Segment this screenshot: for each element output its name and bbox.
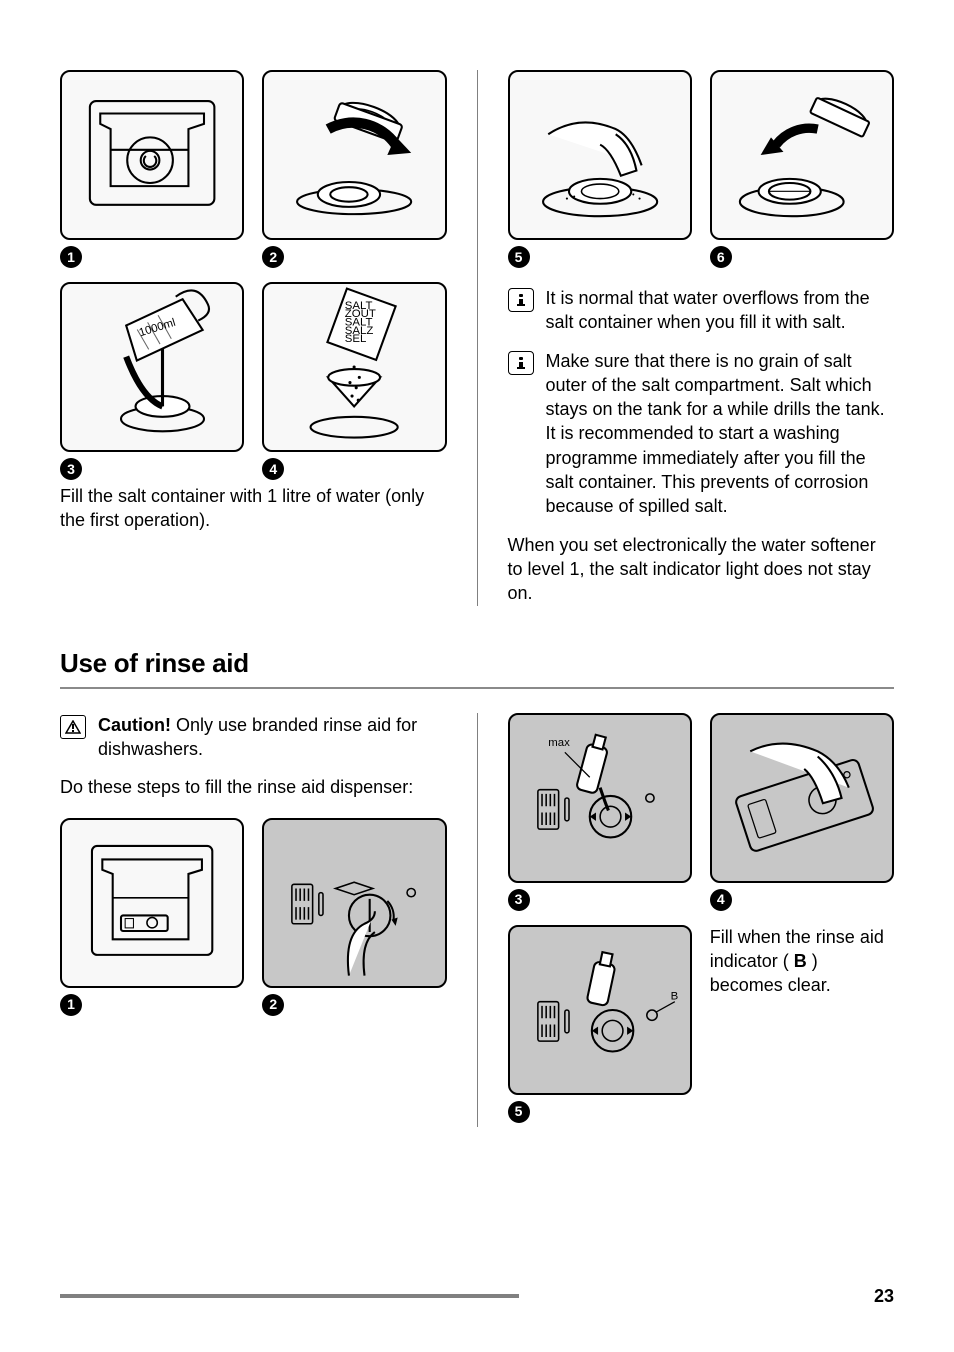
info-note-2: Make sure that there is no grain of salt… <box>508 349 895 519</box>
info-text: Make sure that there is no grain of salt… <box>546 349 895 519</box>
salt-section: 1 <box>60 70 894 606</box>
info-icon <box>508 288 534 312</box>
salt-step-1: 1 <box>60 70 244 268</box>
caution-text: Caution! Only use branded rinse aid for … <box>98 713 447 762</box>
caption-b: B <box>794 951 807 971</box>
diagram-salt-5 <box>508 70 692 240</box>
column-divider <box>477 713 478 1127</box>
max-label: max <box>548 737 570 749</box>
step-badge: 3 <box>60 458 82 480</box>
step-badge: 2 <box>262 994 284 1016</box>
diagram-salt-3: 1000ml <box>60 282 244 452</box>
salt-left-caption: Fill the salt container with 1 litre of … <box>60 484 447 533</box>
column-divider <box>477 70 478 606</box>
footer-bar <box>60 1294 519 1298</box>
step-badge: 1 <box>60 994 82 1016</box>
rinse-step-5: B 5 <box>508 925 692 1123</box>
diagram-rinse-4 <box>710 713 894 883</box>
salt-step-3: 1000ml 3 <box>60 282 244 480</box>
page-footer: 23 <box>60 1284 894 1308</box>
page-number: 23 <box>874 1284 894 1308</box>
salt-step-2: 2 <box>262 70 446 268</box>
rinse-step-2: 2 <box>262 818 446 1016</box>
step-badge: 4 <box>710 889 732 911</box>
diagram-salt-1 <box>60 70 244 240</box>
info-note-1: It is normal that water overflows from t… <box>508 286 895 335</box>
diagram-rinse-3: max <box>508 713 692 883</box>
step-badge: 2 <box>262 246 284 268</box>
step-badge: 5 <box>508 246 530 268</box>
step-badge: 4 <box>262 458 284 480</box>
rinse-intro: Do these steps to fill the rinse aid dis… <box>60 775 447 799</box>
diagram-rinse-2 <box>262 818 446 988</box>
rinse-right-caption: Fill when the rinse aid indicator ( B ) … <box>710 925 894 998</box>
rinse-step-4: 4 <box>710 713 894 911</box>
caution-note: Caution! Only use branded rinse aid for … <box>60 713 447 762</box>
rinse-aid-heading: Use of rinse aid <box>60 646 894 681</box>
b-label: B <box>670 990 678 1002</box>
section-divider <box>60 687 894 689</box>
diagram-salt-4: SALT ZOUT SALT SALZ SEL <box>262 282 446 452</box>
info-icon <box>508 351 534 375</box>
svg-text:SEL: SEL <box>345 333 367 345</box>
diagram-salt-2 <box>262 70 446 240</box>
diagram-salt-6 <box>710 70 894 240</box>
caution-label: Caution! <box>98 715 171 735</box>
info-text: It is normal that water overflows from t… <box>546 286 895 335</box>
rinse-step-1: 1 <box>60 818 244 1016</box>
step-badge: 3 <box>508 889 530 911</box>
diagram-rinse-1 <box>60 818 244 988</box>
diagram-rinse-5: B <box>508 925 692 1095</box>
salt-left-column: 1 <box>60 70 447 606</box>
step-badge: 5 <box>508 1101 530 1123</box>
salt-step-6: 6 <box>710 70 894 268</box>
salt-step-4: SALT ZOUT SALT SALZ SEL 4 <box>262 282 446 480</box>
warning-icon <box>60 715 86 739</box>
rinse-step-3: max <box>508 713 692 911</box>
salt-right-column: 5 <box>508 70 895 606</box>
salt-paragraph: When you set electronically the water so… <box>508 533 895 606</box>
rinse-section: Caution! Only use branded rinse aid for … <box>60 713 894 1127</box>
rinse-left-column: Caution! Only use branded rinse aid for … <box>60 713 447 1127</box>
rinse-right-column: max <box>508 713 895 1127</box>
rinse-right-caption-block: Fill when the rinse aid indicator ( B ) … <box>710 925 894 1123</box>
step-badge: 6 <box>710 246 732 268</box>
salt-step-5: 5 <box>508 70 692 268</box>
step-badge: 1 <box>60 246 82 268</box>
